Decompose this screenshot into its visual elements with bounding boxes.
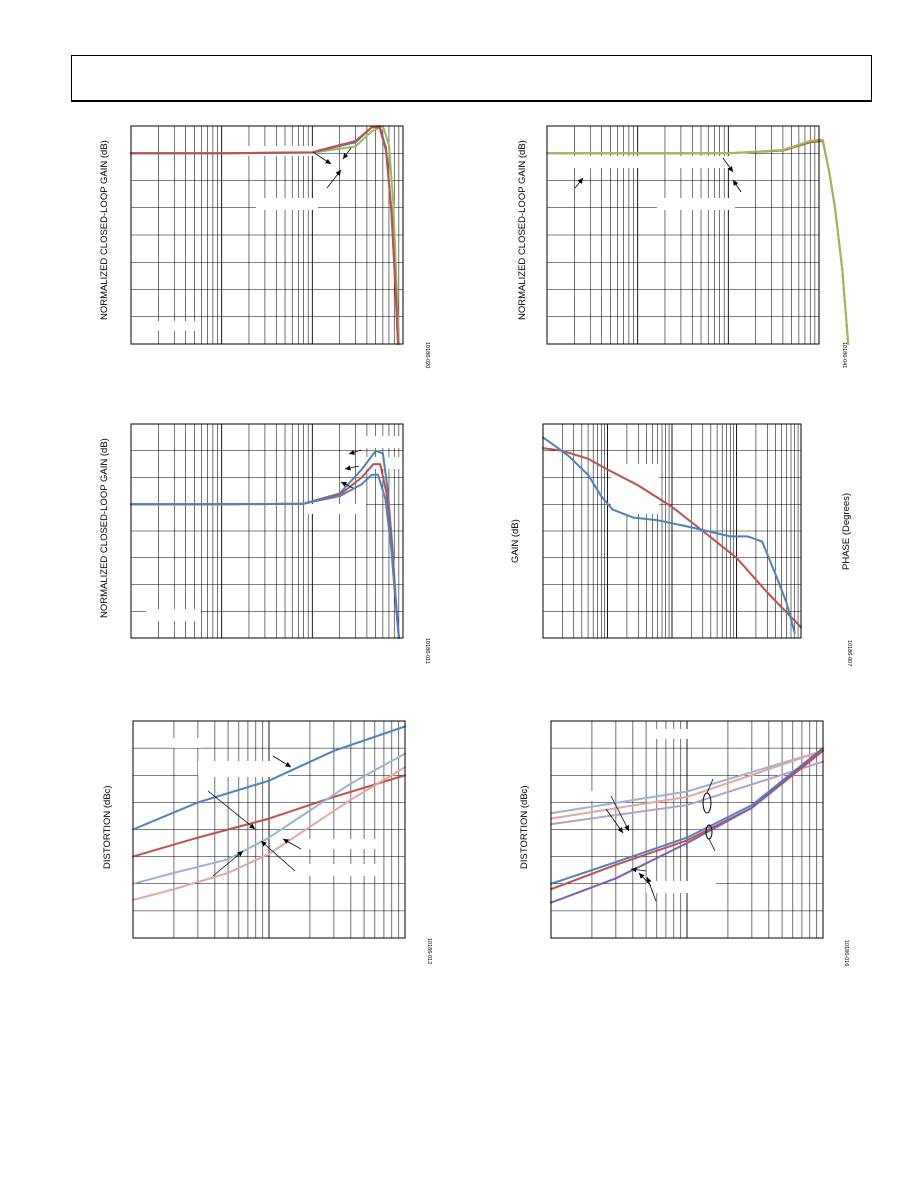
chart-c4-frame bbox=[542, 423, 802, 639]
chart-c5-series-2 bbox=[132, 752, 406, 885]
chart-c6-annotation-leader bbox=[610, 795, 630, 832]
chart-c2-series-0 bbox=[546, 140, 850, 345]
chart-c1-grid bbox=[131, 126, 403, 344]
chart-c6-annotation-leader bbox=[706, 778, 714, 794]
chart-c5-label-gap bbox=[173, 738, 201, 748]
chart-c5-annotation-leader bbox=[207, 790, 256, 830]
chart-c5-annotation-leader bbox=[212, 850, 244, 877]
chart-c6-ylabel: DISTORTION (dBc) bbox=[519, 785, 530, 869]
chart-c6-series-2 bbox=[550, 760, 824, 826]
chart-c6-series-5 bbox=[550, 747, 824, 904]
chart-c6-label-gap bbox=[646, 881, 716, 893]
chart-c6-annotation-arrowhead bbox=[624, 825, 629, 831]
chart-c1-ylabel: NORMALIZED CLOSED-LOOP GAIN (dB) bbox=[99, 140, 110, 320]
chart-c4-figure-code: 10186-007 bbox=[846, 640, 852, 667]
chart-c6-group-ellipse bbox=[702, 792, 712, 814]
chart-c5-annotation-arrowhead bbox=[261, 841, 267, 847]
chart-c2-frame bbox=[546, 125, 820, 345]
chart-c6-frame bbox=[550, 720, 824, 939]
chart-c2 bbox=[546, 125, 850, 345]
chart-c1-label-gap bbox=[256, 198, 318, 210]
chart-c4-series-0 bbox=[542, 447, 802, 629]
chart-c5-series-0 bbox=[132, 725, 406, 831]
chart-c6-label-gap bbox=[656, 729, 696, 739]
chart-c2-figure-code: 10186-041 bbox=[841, 342, 847, 369]
chart-c3-figure-code: 10186-011 bbox=[424, 638, 430, 664]
chart-c1-label-gap bbox=[131, 321, 201, 331]
chart-c6-grid bbox=[551, 721, 823, 938]
chart-c5-series-3 bbox=[132, 766, 406, 901]
chart-c5 bbox=[132, 720, 406, 939]
chart-c3-label-gap bbox=[306, 504, 366, 514]
chart-c2-annotation-arrowhead bbox=[727, 166, 733, 172]
chart-c6-annotation-arrowhead bbox=[639, 873, 645, 879]
chart-c4-series-1 bbox=[542, 436, 796, 634]
chart-c3-label-gap bbox=[146, 609, 201, 621]
chart-c1 bbox=[130, 125, 404, 345]
chart-c5-annotation-arrowhead bbox=[237, 851, 243, 857]
chart-c5-annotation-arrowhead bbox=[283, 839, 289, 844]
chart-c3-grid bbox=[131, 424, 403, 638]
chart-c6-series-3 bbox=[550, 747, 824, 885]
chart-c1-annotation-arrowhead bbox=[343, 153, 349, 159]
chart-c6-series-1 bbox=[550, 749, 824, 820]
chart-c5-label-gap bbox=[308, 864, 383, 876]
page-header-box bbox=[71, 55, 872, 102]
chart-c3-label-gap bbox=[356, 436, 403, 448]
chart-c2-label-gap bbox=[657, 198, 735, 210]
chart-c1-figure-code: 10186-020 bbox=[424, 342, 430, 369]
chart-c5-grid bbox=[133, 721, 405, 938]
chart-c4-label-gap bbox=[611, 464, 659, 514]
chart-c1-frame bbox=[130, 125, 404, 345]
chart-c3-annotation-arrowhead bbox=[345, 465, 351, 471]
chart-c4-y2label: PHASE (Degrees) bbox=[841, 492, 852, 570]
chart-c2-label-gap bbox=[672, 156, 732, 168]
chart-c4-ylabel: GAIN (dB) bbox=[510, 519, 521, 563]
chart-c5-series-1 bbox=[132, 774, 406, 858]
chart-c1-annotation-arrowhead bbox=[325, 158, 331, 164]
chart-c5-annotation-leader bbox=[260, 840, 296, 872]
chart-c6-annotation-arrowhead bbox=[617, 827, 623, 833]
chart-c5-label-gap bbox=[198, 761, 288, 777]
chart-c5-frame bbox=[132, 720, 406, 939]
chart-c3-ylabel: NORMALIZED CLOSED-LOOP GAIN (dB) bbox=[99, 438, 110, 618]
chart-c5-figure-code: 10186-012 bbox=[426, 938, 432, 965]
chart-c2-annotation-arrowhead bbox=[577, 178, 583, 184]
chart-c2-series-1 bbox=[546, 138, 850, 345]
chart-c1-label-gap bbox=[227, 146, 317, 156]
chart-c5-ylabel: DISTORTION (dBc) bbox=[102, 785, 113, 869]
chart-c6-annotation-arrowhead bbox=[646, 877, 652, 883]
chart-c4 bbox=[542, 423, 802, 639]
chart-c3 bbox=[130, 423, 404, 639]
chart-c1-annotation-arrowhead bbox=[335, 170, 341, 176]
chart-c5-annotation-arrowhead bbox=[285, 761, 291, 767]
chart-c6-annotation-leader bbox=[708, 838, 716, 852]
chart-c6-label-gap bbox=[561, 791, 596, 801]
chart-c6-figure-code: 10186-016 bbox=[843, 940, 849, 967]
chart-c6-annotation-arrowhead bbox=[631, 867, 637, 873]
chart-c3-frame bbox=[130, 423, 404, 639]
chart-c1-series-2 bbox=[130, 126, 399, 345]
chart-c2-ylabel: NORMALIZED CLOSED-LOOP GAIN (dB) bbox=[517, 140, 528, 320]
chart-c3-annotation-arrowhead bbox=[341, 482, 347, 487]
chart-c3-series-2 bbox=[130, 473, 400, 639]
chart-c3-annotation-arrowhead bbox=[349, 449, 355, 455]
chart-c6-series-0 bbox=[550, 749, 824, 815]
chart-c5-label-gap bbox=[303, 839, 383, 849]
chart-c2-annotation-arrowhead bbox=[733, 180, 739, 186]
chart-c5-annotation-arrowhead bbox=[249, 823, 255, 829]
chart-c2-label-gap bbox=[567, 156, 642, 168]
chart-c6 bbox=[550, 720, 824, 939]
